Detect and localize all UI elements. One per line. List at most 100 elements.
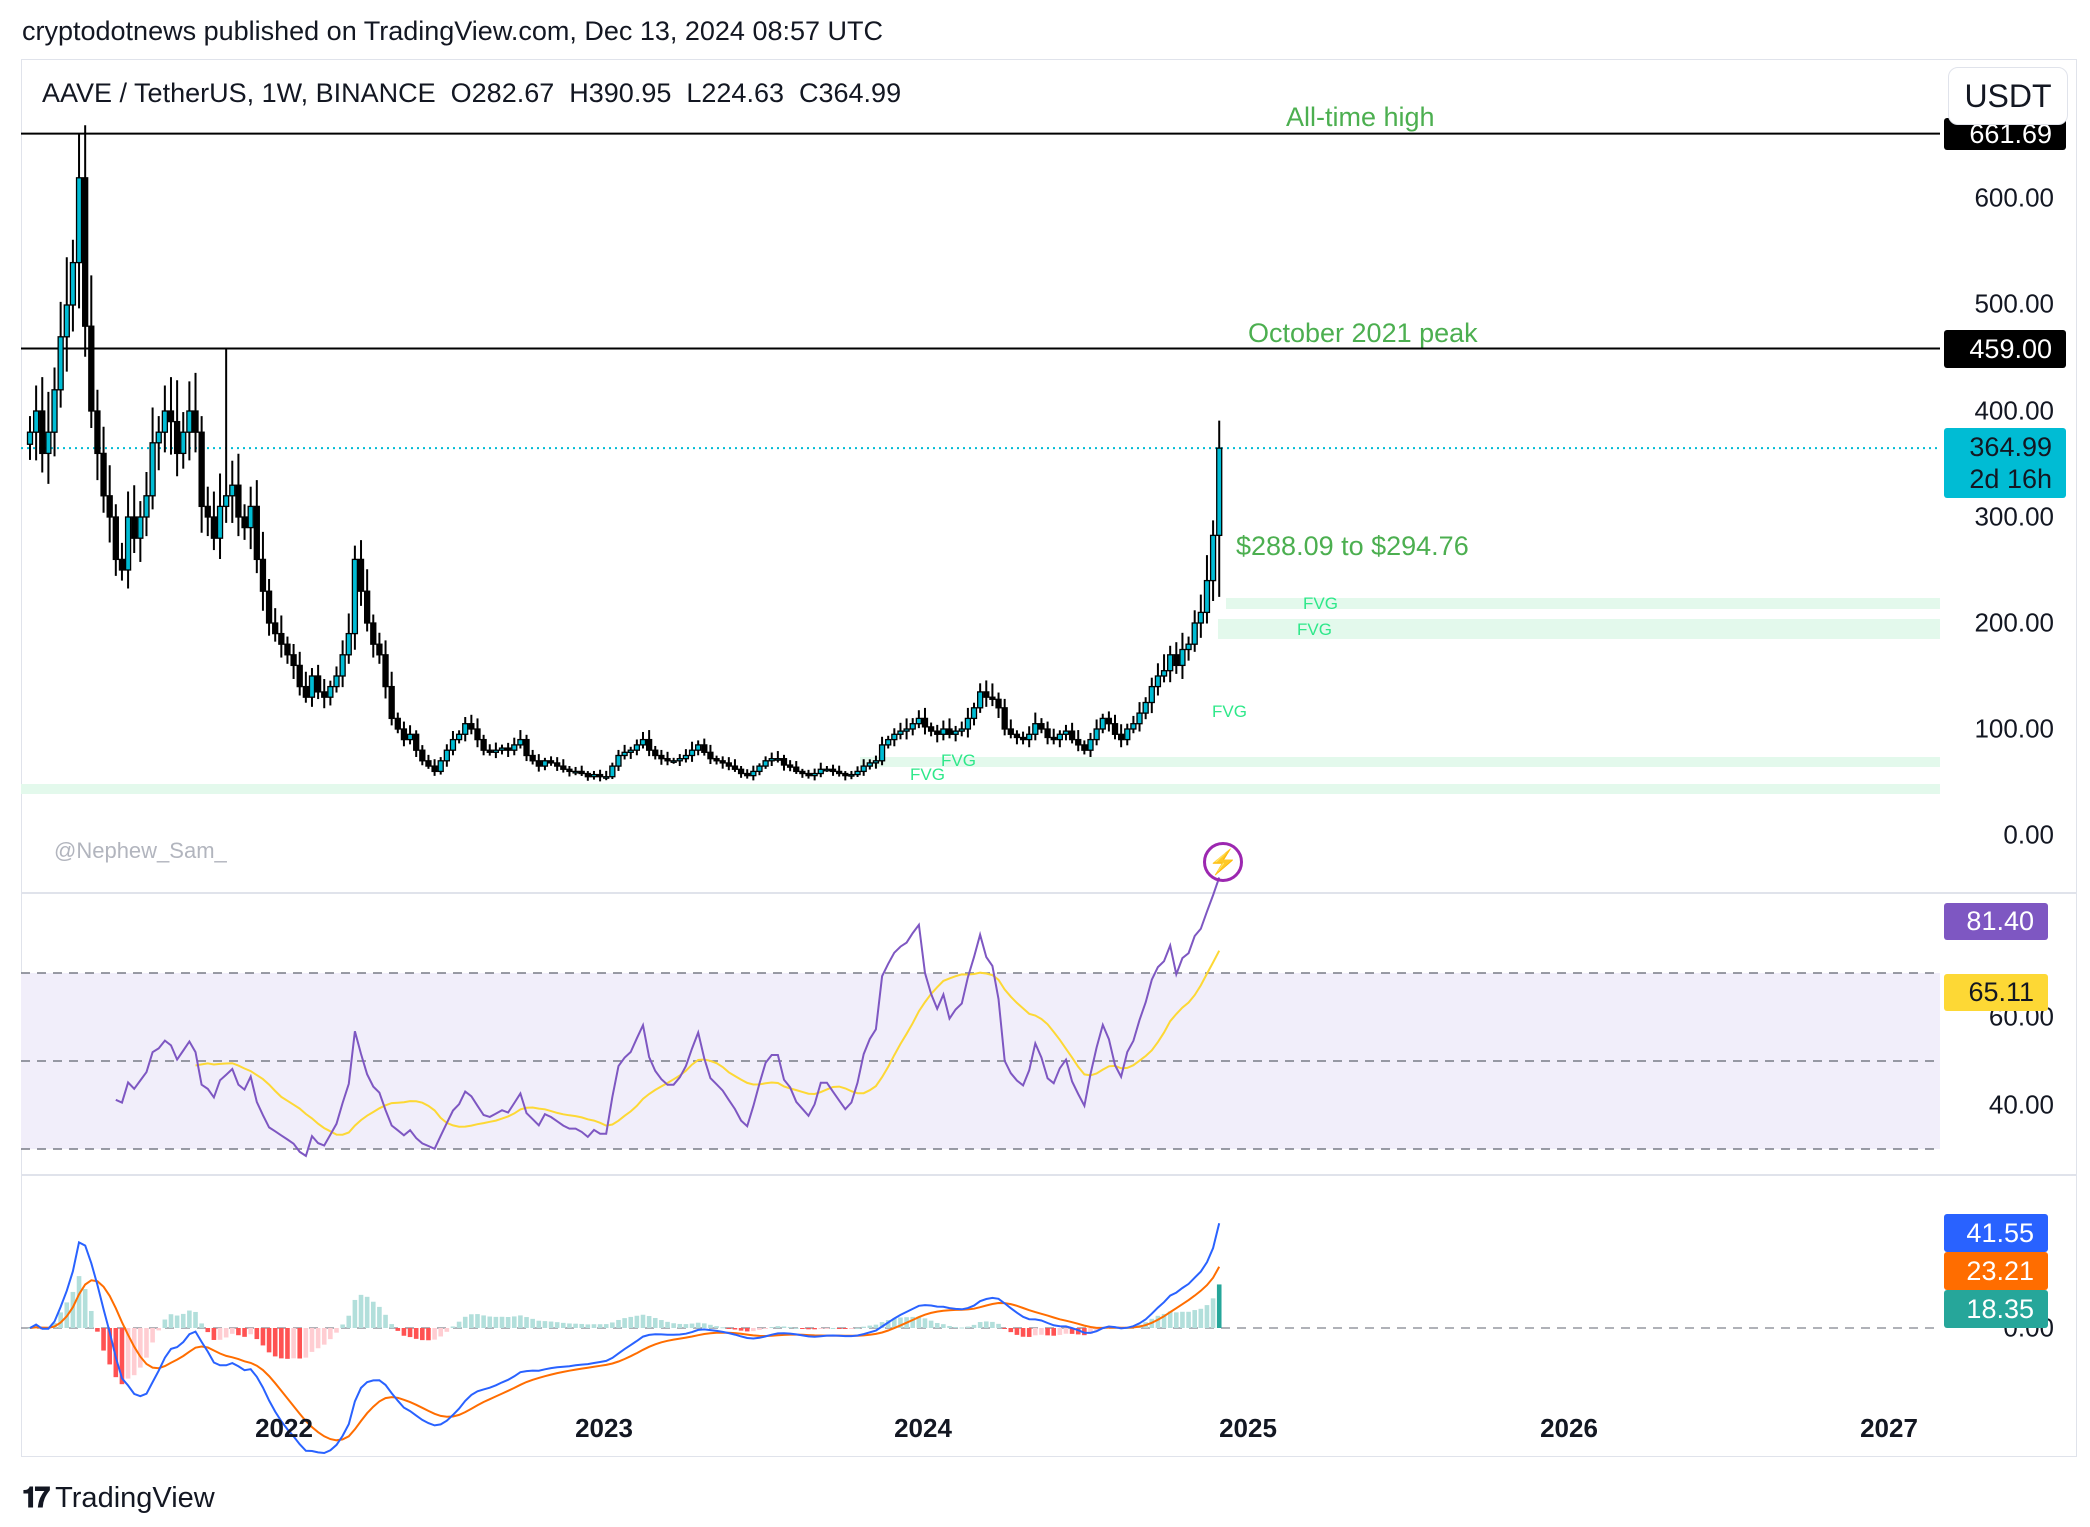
- candle-up: [603, 776, 610, 779]
- macd-histogram-bar: [413, 1328, 419, 1339]
- macd-histogram-bar: [383, 1314, 388, 1328]
- price-tick: 100.00: [1974, 713, 2054, 744]
- macd-histogram-bar: [971, 1324, 977, 1328]
- candle-up: [517, 738, 524, 746]
- candle-up: [633, 744, 641, 751]
- candle-up: [1160, 670, 1168, 677]
- macd-histogram-bar: [775, 1326, 781, 1328]
- ohlc-high: H390.95: [569, 78, 672, 108]
- candle-down: [554, 762, 561, 767]
- macd-histogram-bar: [1033, 1328, 1038, 1336]
- macd-histogram-bar: [524, 1317, 529, 1328]
- macd-signal-line: [29, 1266, 1221, 1442]
- macd-histogram-bar: [800, 1328, 805, 1329]
- macd-histogram-bar: [89, 1310, 94, 1328]
- macd-histogram-bar: [1088, 1328, 1093, 1334]
- macd-histogram-bar: [1216, 1284, 1222, 1328]
- macd-histogram-bar: [1057, 1328, 1063, 1335]
- candle-down: [419, 749, 426, 762]
- macd-histogram-bar: [738, 1328, 744, 1331]
- candle-up: [1203, 579, 1211, 614]
- candle-up: [848, 773, 855, 777]
- candle-up: [26, 431, 34, 445]
- candle-up: [676, 758, 683, 762]
- candle-up: [768, 758, 775, 762]
- macd-histogram-bar: [469, 1314, 474, 1328]
- tradingview-logo[interactable]: 𝟏𝟕 TradingView: [22, 1482, 215, 1515]
- candle-up: [756, 765, 763, 773]
- candle-down: [1173, 654, 1180, 667]
- macd-histogram-bar: [303, 1328, 309, 1358]
- rsi-ma-line: [195, 950, 1221, 1136]
- candle-down: [82, 177, 89, 327]
- currency-button[interactable]: USDT: [1948, 67, 2068, 125]
- macd-histogram-bar: [475, 1314, 480, 1328]
- macd-histogram-bar: [395, 1328, 401, 1331]
- last-price: 364.99: [1969, 432, 2052, 462]
- candle-up: [627, 749, 634, 753]
- candle-up: [1026, 733, 1033, 741]
- price-tick: 0.00: [2003, 819, 2054, 850]
- macd-histogram-bar: [1174, 1312, 1179, 1328]
- macd-histogram-bar: [487, 1316, 493, 1328]
- lightning-icon[interactable]: ⚡: [1203, 842, 1243, 882]
- price-tick: 600.00: [1974, 182, 2054, 213]
- macd-histogram-bar: [720, 1327, 725, 1329]
- macd-histogram-bar: [1014, 1328, 1020, 1335]
- candle-up: [823, 768, 831, 772]
- macd-histogram-bar: [916, 1316, 922, 1328]
- candle-down: [934, 730, 941, 735]
- publish-info: cryptodotnews published on TradingView.c…: [22, 16, 884, 46]
- candle-down: [523, 738, 530, 757]
- candle-down: [560, 765, 567, 770]
- candle-down: [805, 772, 812, 777]
- candle-down: [1001, 707, 1008, 730]
- candle-up: [541, 760, 549, 767]
- candle-down: [106, 495, 113, 518]
- macd-histogram-bar: [671, 1323, 676, 1328]
- candle-down: [474, 728, 481, 741]
- macd-histogram-bar: [1063, 1328, 1069, 1334]
- candle-down: [284, 643, 291, 656]
- candle-up: [124, 516, 132, 571]
- candle-up: [750, 770, 757, 777]
- candle-up: [903, 728, 910, 732]
- candle-up: [345, 632, 352, 656]
- candle-down: [786, 764, 794, 768]
- candle-down: [210, 516, 218, 539]
- candle-down: [265, 590, 273, 624]
- chart-frame: [21, 59, 2077, 1457]
- candle-down: [1007, 728, 1014, 735]
- candle-up: [621, 751, 628, 757]
- macd-histogram-bar: [377, 1306, 382, 1328]
- macd-histogram-bar: [248, 1328, 253, 1335]
- macd-histogram-bar: [983, 1321, 989, 1328]
- candle-up: [455, 733, 463, 741]
- candle-up: [1142, 701, 1149, 714]
- macd-histogram-bar: [1210, 1298, 1216, 1328]
- macd-histogram-bar: [309, 1328, 315, 1352]
- macd-histogram-bar: [229, 1328, 235, 1334]
- candle-up: [57, 336, 64, 391]
- candle-down: [1075, 738, 1082, 746]
- macd-histogram-bar: [505, 1316, 511, 1328]
- macd-histogram-bar: [279, 1328, 284, 1359]
- candle-up: [161, 410, 169, 433]
- macd-histogram-bar: [836, 1328, 842, 1329]
- macd-histogram-bar: [965, 1326, 971, 1328]
- macd-histogram-bar: [947, 1325, 952, 1328]
- macd-histogram-bar: [334, 1328, 339, 1333]
- candle-up: [351, 558, 359, 635]
- macd-histogram-bar: [812, 1328, 817, 1330]
- macd-histogram-bar: [260, 1328, 266, 1346]
- candle-up: [891, 733, 898, 741]
- candle-up: [492, 749, 500, 753]
- macd-histogram-bar: [781, 1326, 787, 1328]
- author-watermark: @Nephew_Sam_: [54, 838, 227, 863]
- macd-histogram-bar: [567, 1323, 572, 1328]
- candle-up: [1216, 447, 1223, 537]
- candle-down: [425, 760, 432, 767]
- candle-down: [707, 751, 714, 760]
- macd-histogram-bar: [640, 1314, 646, 1328]
